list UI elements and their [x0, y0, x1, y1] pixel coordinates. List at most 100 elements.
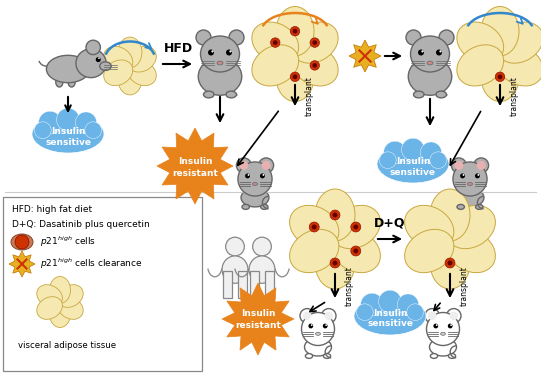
Circle shape — [291, 27, 300, 36]
Ellipse shape — [446, 205, 496, 249]
Circle shape — [212, 50, 214, 52]
Ellipse shape — [456, 188, 484, 207]
Bar — [223, 271, 232, 298]
Circle shape — [75, 112, 97, 133]
Ellipse shape — [276, 52, 314, 101]
Circle shape — [351, 246, 361, 256]
Ellipse shape — [354, 297, 426, 335]
Circle shape — [436, 49, 442, 55]
Text: Insulin: Insulin — [51, 126, 85, 135]
Ellipse shape — [481, 52, 519, 101]
Circle shape — [196, 30, 211, 45]
Circle shape — [239, 161, 248, 170]
Circle shape — [98, 57, 100, 59]
Ellipse shape — [253, 183, 258, 186]
Circle shape — [248, 174, 249, 176]
Ellipse shape — [261, 205, 268, 209]
Circle shape — [309, 222, 319, 232]
Ellipse shape — [104, 46, 133, 72]
Text: Insulin: Insulin — [396, 156, 430, 166]
Ellipse shape — [127, 60, 156, 86]
Ellipse shape — [49, 300, 70, 328]
Text: sensitive: sensitive — [45, 138, 91, 147]
Ellipse shape — [431, 353, 438, 358]
Text: transplant: transplant — [510, 76, 519, 116]
Circle shape — [96, 57, 101, 62]
FancyBboxPatch shape — [3, 197, 202, 371]
Ellipse shape — [309, 219, 361, 259]
Circle shape — [57, 108, 80, 131]
Circle shape — [325, 312, 333, 320]
Text: transplant: transplant — [305, 76, 314, 116]
Ellipse shape — [430, 237, 470, 289]
Ellipse shape — [118, 37, 142, 68]
Ellipse shape — [198, 58, 242, 95]
Circle shape — [310, 38, 320, 47]
Circle shape — [325, 324, 327, 326]
Ellipse shape — [476, 205, 483, 209]
Circle shape — [474, 158, 489, 173]
Circle shape — [226, 237, 245, 256]
Circle shape — [430, 152, 446, 169]
Ellipse shape — [315, 332, 320, 335]
Text: $p21^{high}$ cells clearance: $p21^{high}$ cells clearance — [40, 257, 143, 271]
Circle shape — [333, 212, 338, 218]
Circle shape — [475, 174, 480, 178]
Circle shape — [478, 174, 479, 176]
Ellipse shape — [430, 338, 457, 356]
Ellipse shape — [118, 64, 142, 95]
Bar — [250, 271, 259, 298]
Circle shape — [293, 29, 298, 34]
Circle shape — [311, 324, 313, 326]
Ellipse shape — [315, 189, 355, 241]
Circle shape — [35, 122, 51, 138]
Ellipse shape — [408, 58, 452, 95]
Circle shape — [310, 61, 320, 70]
Ellipse shape — [222, 256, 248, 283]
Circle shape — [420, 142, 441, 163]
Ellipse shape — [104, 60, 133, 86]
Circle shape — [463, 174, 464, 176]
Circle shape — [330, 210, 340, 220]
Circle shape — [445, 258, 455, 268]
Circle shape — [245, 174, 250, 178]
Circle shape — [85, 122, 102, 138]
Ellipse shape — [49, 276, 70, 303]
Circle shape — [308, 324, 313, 328]
Polygon shape — [349, 40, 381, 72]
Text: D+Q: D+Q — [374, 216, 406, 229]
Circle shape — [330, 258, 340, 268]
Circle shape — [448, 324, 453, 328]
Ellipse shape — [242, 205, 249, 209]
Bar — [238, 271, 247, 298]
Circle shape — [229, 30, 244, 45]
Circle shape — [312, 63, 317, 68]
Ellipse shape — [37, 285, 62, 307]
Circle shape — [353, 224, 358, 230]
Ellipse shape — [305, 338, 332, 356]
Text: $p21^{high}$ cells: $p21^{high}$ cells — [40, 235, 96, 249]
Circle shape — [303, 312, 312, 320]
Circle shape — [361, 293, 384, 316]
Circle shape — [450, 312, 458, 320]
Ellipse shape — [426, 313, 459, 346]
Ellipse shape — [413, 91, 424, 98]
Circle shape — [229, 50, 232, 52]
Ellipse shape — [306, 353, 313, 358]
Circle shape — [436, 324, 438, 326]
Ellipse shape — [100, 62, 111, 70]
Ellipse shape — [315, 237, 355, 289]
Circle shape — [333, 261, 338, 266]
Text: HFD: high fat diet: HFD: high fat diet — [12, 205, 92, 214]
Circle shape — [450, 324, 452, 326]
Ellipse shape — [76, 49, 106, 78]
Circle shape — [379, 152, 396, 169]
Ellipse shape — [424, 219, 476, 259]
Ellipse shape — [331, 205, 380, 249]
Text: transplant: transplant — [460, 266, 469, 306]
Ellipse shape — [270, 35, 320, 73]
Circle shape — [425, 309, 439, 323]
Circle shape — [477, 161, 486, 170]
Ellipse shape — [292, 22, 338, 63]
Circle shape — [270, 38, 280, 47]
